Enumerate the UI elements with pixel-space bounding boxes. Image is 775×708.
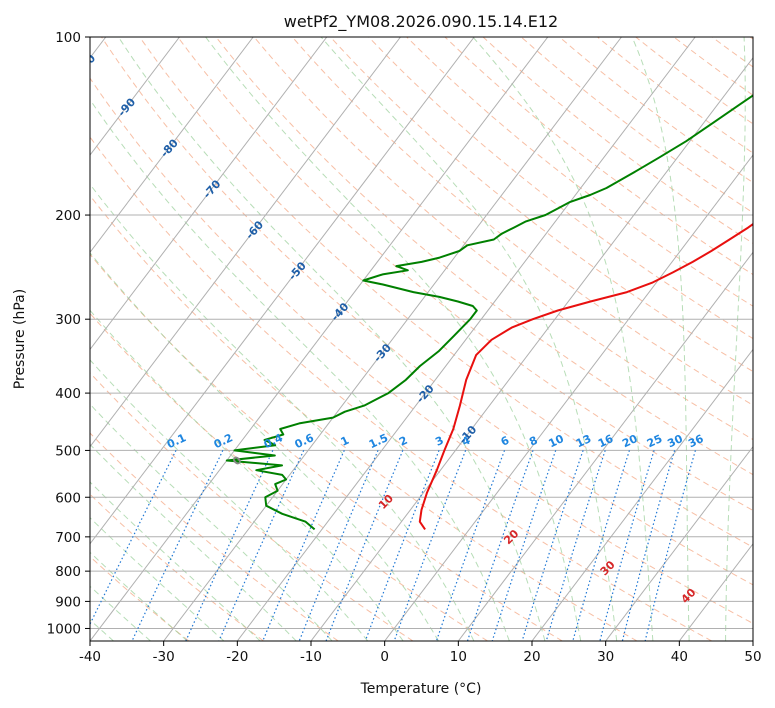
y-axis-ticks: 100 200 300 400 500 600 700 800 900 1000: [47, 30, 90, 637]
isotherm-line: [605, 445, 753, 641]
isotherm-line: [90, 37, 180, 156]
y-axis-label: Pressure (hPa): [12, 289, 28, 389]
x-axis-ticks: -40 -30 -20 -10 0 10 20 30 40 50: [79, 641, 762, 665]
temperature-profile-line: [418, 222, 753, 530]
moist-adiabat-line: [320, 37, 618, 641]
dry-adiabats: [90, 37, 753, 641]
moist-adiabat-line: [90, 481, 261, 641]
y-tick-label: 900: [55, 594, 81, 610]
x-tick-label: 0: [380, 649, 389, 665]
mixing-ratio-line: [644, 450, 696, 641]
x-tick-label: 10: [450, 649, 467, 665]
mixing-ratio-label: 25: [645, 432, 664, 450]
isotherm-line: [90, 37, 549, 641]
mixing-ratio-line: [572, 450, 630, 641]
mixing-ratio-line: [466, 450, 534, 641]
isotherm-line: [384, 154, 753, 641]
dry-adiabat-line: [90, 194, 638, 641]
y-tick-label: 600: [55, 490, 81, 506]
moist-adiabat-line: [90, 443, 297, 641]
mixing-ratio-line: [393, 450, 467, 641]
isotherm-line: [531, 348, 753, 641]
mixing-ratio-label: 13: [574, 432, 593, 450]
dry-adiabat-line: [90, 372, 414, 641]
isotherm-line: [90, 37, 254, 254]
x-tick-label: 50: [744, 649, 761, 665]
y-tick-label: 700: [55, 530, 81, 546]
moist-adiabat-line: [725, 37, 746, 641]
isotherm-line: [163, 37, 622, 641]
mixing-ratio-label: 30: [665, 432, 685, 450]
dry-adiabat-line: [90, 432, 339, 641]
x-tick-label: 40: [671, 649, 688, 665]
mixing-ratio-line: [545, 450, 606, 641]
moist-adiabat-line: [90, 183, 475, 641]
moist-adiabat-line: [205, 37, 582, 641]
isotherm-line: [90, 37, 401, 448]
moist-adiabat-line: [90, 359, 369, 641]
mixing-ratio-label: 20: [620, 432, 640, 450]
mixing-ratio-line: [325, 450, 404, 641]
profiles: [225, 94, 753, 531]
x-tick-label: 30: [597, 649, 614, 665]
mixing-ratio-label: 36: [686, 432, 706, 450]
moist-adiabat-line: [90, 551, 188, 641]
plot-background: [90, 37, 753, 641]
isotherm-line: [236, 37, 696, 641]
mixing-ratio-label: 10: [547, 432, 567, 450]
mixing-ratio-label: 16: [596, 432, 616, 450]
moist-adiabat-line: [472, 37, 654, 641]
pressure-gridlines: [90, 37, 753, 629]
y-tick-label: 500: [55, 443, 81, 459]
moist-adiabat-line: [90, 403, 333, 641]
dry-adiabat-line: [291, 37, 753, 406]
isotherm-line: [90, 37, 328, 351]
moist-adiabat-line: [90, 516, 225, 641]
x-tick-label: 20: [523, 649, 540, 665]
mixing-ratio-line: [298, 450, 379, 641]
moist-adiabat-line: [117, 37, 546, 641]
dry-adiabat-line: [90, 136, 712, 641]
isotherm-line: [457, 251, 753, 641]
x-axis-label: Temperature (°C): [360, 681, 482, 697]
x-tick-label: -40: [79, 649, 101, 665]
mixing-ratio-line: [599, 450, 655, 641]
dry-adiabat-line: [330, 37, 753, 373]
moist-adiabat-line: [631, 37, 690, 641]
dry-adiabat-line: [253, 37, 753, 441]
x-tick-label: -30: [153, 649, 175, 665]
skewed-isotherms: [90, 37, 753, 641]
y-tick-label: 100: [55, 30, 81, 46]
mixing-ratio-line: [90, 450, 177, 626]
y-tick-label: 400: [55, 386, 81, 402]
moist-adiabat-line: [90, 309, 404, 641]
y-tick-label: 1000: [47, 621, 81, 637]
y-tick-label: 800: [55, 564, 81, 580]
dry-adiabat-line: [215, 37, 753, 476]
mixing-ratio-lines: [90, 450, 696, 641]
mixing-ratio-line: [364, 450, 440, 641]
plot-area: 0.10.20.40.611.52346810131620253036-100-…: [90, 37, 753, 641]
dewpoint-profile-line: [225, 94, 753, 531]
moist-adiabat-line: [90, 585, 151, 641]
mixing-ratio-line: [131, 450, 224, 641]
y-tick-label: 200: [55, 208, 81, 224]
mixing-ratio-line: [491, 450, 557, 641]
plot-frame: [89, 36, 754, 642]
isotherm-line: [90, 37, 475, 545]
chart-title: wetPf2_YM08.2026.090.15.14.E12: [284, 12, 558, 32]
x-tick-label: -10: [300, 649, 322, 665]
y-tick-label: 300: [55, 312, 81, 328]
mixing-ratio-line: [621, 450, 676, 641]
x-tick-label: -20: [226, 649, 248, 665]
